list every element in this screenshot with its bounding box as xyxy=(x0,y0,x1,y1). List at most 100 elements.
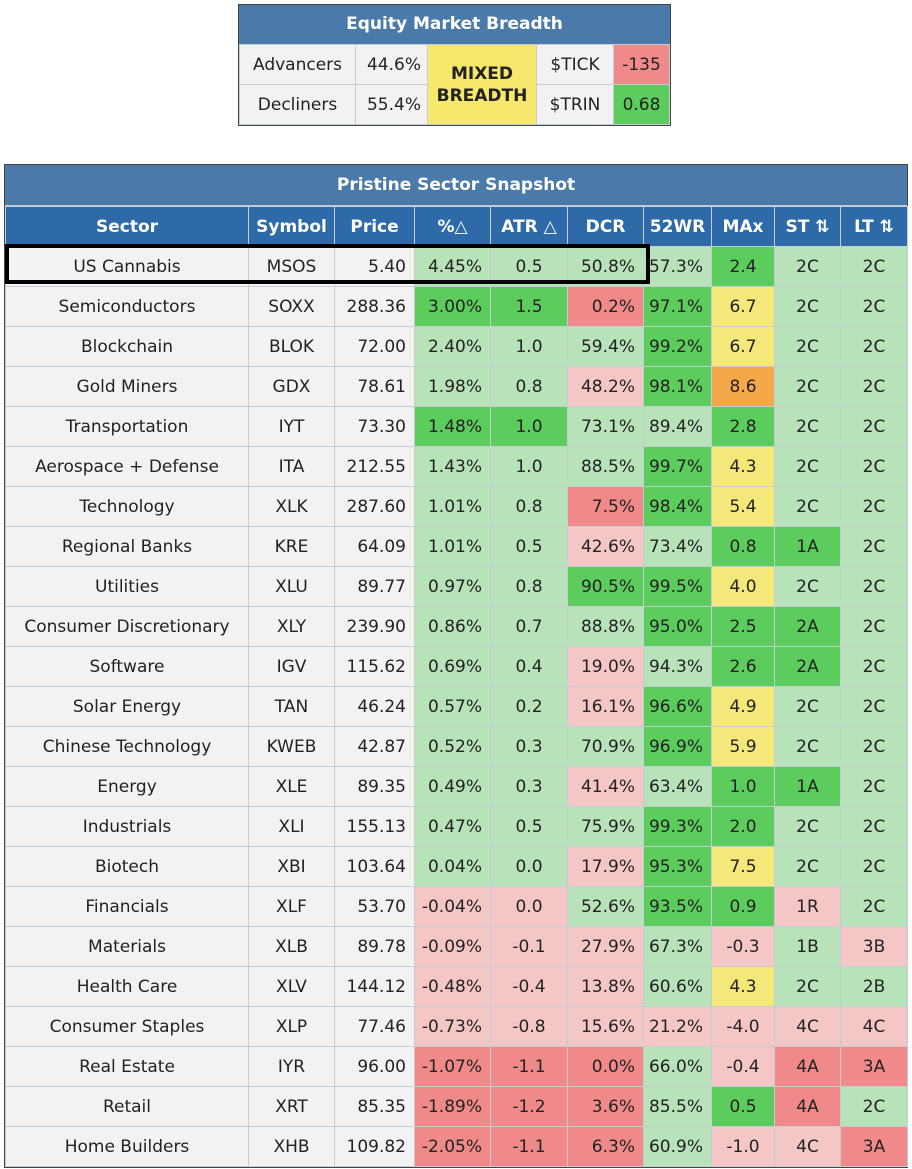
cell-lt: 2C xyxy=(840,326,908,367)
cell-pct: -0.73% xyxy=(414,1006,491,1047)
cell-symbol: KRE xyxy=(248,526,335,567)
table-row: Software IGV 115.62 0.69% 0.4 19.0% 94.3% 2.6 2A… xyxy=(5,646,908,687)
cell-max: 6.7 xyxy=(711,326,775,367)
cell-lt: 2C xyxy=(840,726,908,767)
cell-st: 4C xyxy=(774,1126,841,1167)
cell-symbol: XLV xyxy=(248,966,335,1007)
cell-lt: 2C xyxy=(840,406,908,447)
column-header-symbol[interactable]: Symbol xyxy=(248,206,335,247)
table-row: US Cannabis MSOS 5.40 4.45% 0.5 50.8% 57.3% 2.4… xyxy=(5,246,908,287)
cell-symbol: XRT xyxy=(248,1086,335,1127)
cell-symbol: IYR xyxy=(248,1046,335,1087)
cell-atr: 0.3 xyxy=(490,766,568,807)
table-row: Home Builders XHB 109.82 -2.05% -1.1 6.3% 60.9… xyxy=(5,1126,908,1167)
tick-label: $TICK xyxy=(536,44,614,85)
cell-lt: 4C xyxy=(840,1006,908,1047)
cell-wr52: 98.1% xyxy=(643,366,712,407)
cell-sector: Software xyxy=(5,646,249,687)
column-header-sector[interactable]: Sector xyxy=(5,206,249,247)
cell-st: 4C xyxy=(774,1006,841,1047)
cell-symbol: KWEB xyxy=(248,726,335,767)
cell-wr52: 96.9% xyxy=(643,726,712,767)
cell-wr52: 96.6% xyxy=(643,686,712,727)
column-header-price[interactable]: Price xyxy=(334,206,415,247)
cell-price: 239.90 xyxy=(334,606,415,647)
column-header-lt[interactable]: LT ⇅ xyxy=(840,206,908,247)
cell-dcr: 90.5% xyxy=(567,566,644,607)
table-row: Regional Banks KRE 64.09 1.01% 0.5 42.6% 73.4%… xyxy=(5,526,908,567)
cell-atr: 0.8 xyxy=(490,486,568,527)
trin-label: $TRIN xyxy=(536,84,614,125)
cell-sector: Consumer Discretionary xyxy=(5,606,249,647)
cell-symbol: XLE xyxy=(248,766,335,807)
table-row: Technology XLK 287.60 1.01% 0.8 7.5% 98.4% 5.4 2… xyxy=(5,486,908,527)
cell-lt: 2C xyxy=(840,686,908,727)
cell-st: 2A xyxy=(774,646,841,687)
cell-atr: 0.5 xyxy=(490,246,568,287)
cell-sector: Real Estate xyxy=(5,1046,249,1087)
cell-max: 2.4 xyxy=(711,246,775,287)
column-header-dcr[interactable]: DCR xyxy=(567,206,644,247)
cell-lt: 2B xyxy=(840,966,908,1007)
cell-dcr: 48.2% xyxy=(567,366,644,407)
cell-sector: Regional Banks xyxy=(5,526,249,567)
cell-price: 109.82 xyxy=(334,1126,415,1167)
cell-dcr: 19.0% xyxy=(567,646,644,687)
cell-st: 1A xyxy=(774,766,841,807)
cell-max: 4.0 xyxy=(711,566,775,607)
cell-atr: 0.4 xyxy=(490,646,568,687)
table-row: Retail XRT 85.35 -1.89% -1.2 3.6% 85.5% 0.5 4A 2C xyxy=(5,1086,908,1127)
cell-atr: -1.1 xyxy=(490,1126,568,1167)
table-row: Utilities XLU 89.77 0.97% 0.8 90.5% 99.5% 4.0 2C… xyxy=(5,566,908,607)
cell-sector: Financials xyxy=(5,886,249,927)
cell-lt: 3B xyxy=(840,926,908,967)
cell-max: 6.7 xyxy=(711,286,775,327)
table-body: US Cannabis MSOS 5.40 4.45% 0.5 50.8% 57.3% 2.4… xyxy=(5,246,908,1167)
cell-price: 89.35 xyxy=(334,766,415,807)
cell-st: 2C xyxy=(774,686,841,727)
cell-sector: Transportation xyxy=(5,406,249,447)
cell-max: 0.9 xyxy=(711,886,775,927)
cell-sector: Biotech xyxy=(5,846,249,887)
cell-pct: -0.48% xyxy=(414,966,491,1007)
cell-symbol: MSOS xyxy=(248,246,335,287)
cell-dcr: 15.6% xyxy=(567,1006,644,1047)
cell-st: 1B xyxy=(774,926,841,967)
cell-pct: 0.47% xyxy=(414,806,491,847)
cell-sector: Home Builders xyxy=(5,1126,249,1167)
cell-dcr: 7.5% xyxy=(567,486,644,527)
equity-market-breadth-panel: Equity Market Breadth Advancers 44.6% MI… xyxy=(238,4,671,126)
column-header-atr[interactable]: ATR △ xyxy=(490,206,568,247)
column-header-st[interactable]: ST ⇅ xyxy=(774,206,841,247)
cell-max: 2.8 xyxy=(711,406,775,447)
cell-dcr: 6.3% xyxy=(567,1126,644,1167)
cell-atr: -1.1 xyxy=(490,1046,568,1087)
cell-max: -0.4 xyxy=(711,1046,775,1087)
cell-lt: 2C xyxy=(840,246,908,287)
cell-st: 2C xyxy=(774,406,841,447)
cell-sector: Chinese Technology xyxy=(5,726,249,767)
column-header-max[interactable]: MAx xyxy=(711,206,775,247)
cell-atr: 0.5 xyxy=(490,526,568,567)
cell-sector: Health Care xyxy=(5,966,249,1007)
cell-symbol: XLY xyxy=(248,606,335,647)
cell-st: 2C xyxy=(774,566,841,607)
table-row: Industrials XLI 155.13 0.47% 0.5 75.9% 99.3% 2.… xyxy=(5,806,908,847)
cell-atr: -0.4 xyxy=(490,966,568,1007)
cell-max: 2.5 xyxy=(711,606,775,647)
table-row: Financials XLF 53.70 -0.04% 0.0 52.6% 93.5% 0.9… xyxy=(5,886,908,927)
cell-pct: 1.98% xyxy=(414,366,491,407)
cell-max: -1.0 xyxy=(711,1126,775,1167)
cell-dcr: 17.9% xyxy=(567,846,644,887)
cell-wr52: 60.9% xyxy=(643,1126,712,1167)
column-header-pct[interactable]: %△ xyxy=(414,206,491,247)
column-header-wr52[interactable]: 52WR xyxy=(643,206,712,247)
cell-st: 2C xyxy=(774,486,841,527)
cell-price: 77.46 xyxy=(334,1006,415,1047)
cell-atr: -1.2 xyxy=(490,1086,568,1127)
table-row: Energy XLE 89.35 0.49% 0.3 41.4% 63.4% 1.0 1A 2C xyxy=(5,766,908,807)
cell-symbol: SOXX xyxy=(248,286,335,327)
cell-dcr: 52.6% xyxy=(567,886,644,927)
cell-pct: -1.89% xyxy=(414,1086,491,1127)
cell-price: 287.60 xyxy=(334,486,415,527)
